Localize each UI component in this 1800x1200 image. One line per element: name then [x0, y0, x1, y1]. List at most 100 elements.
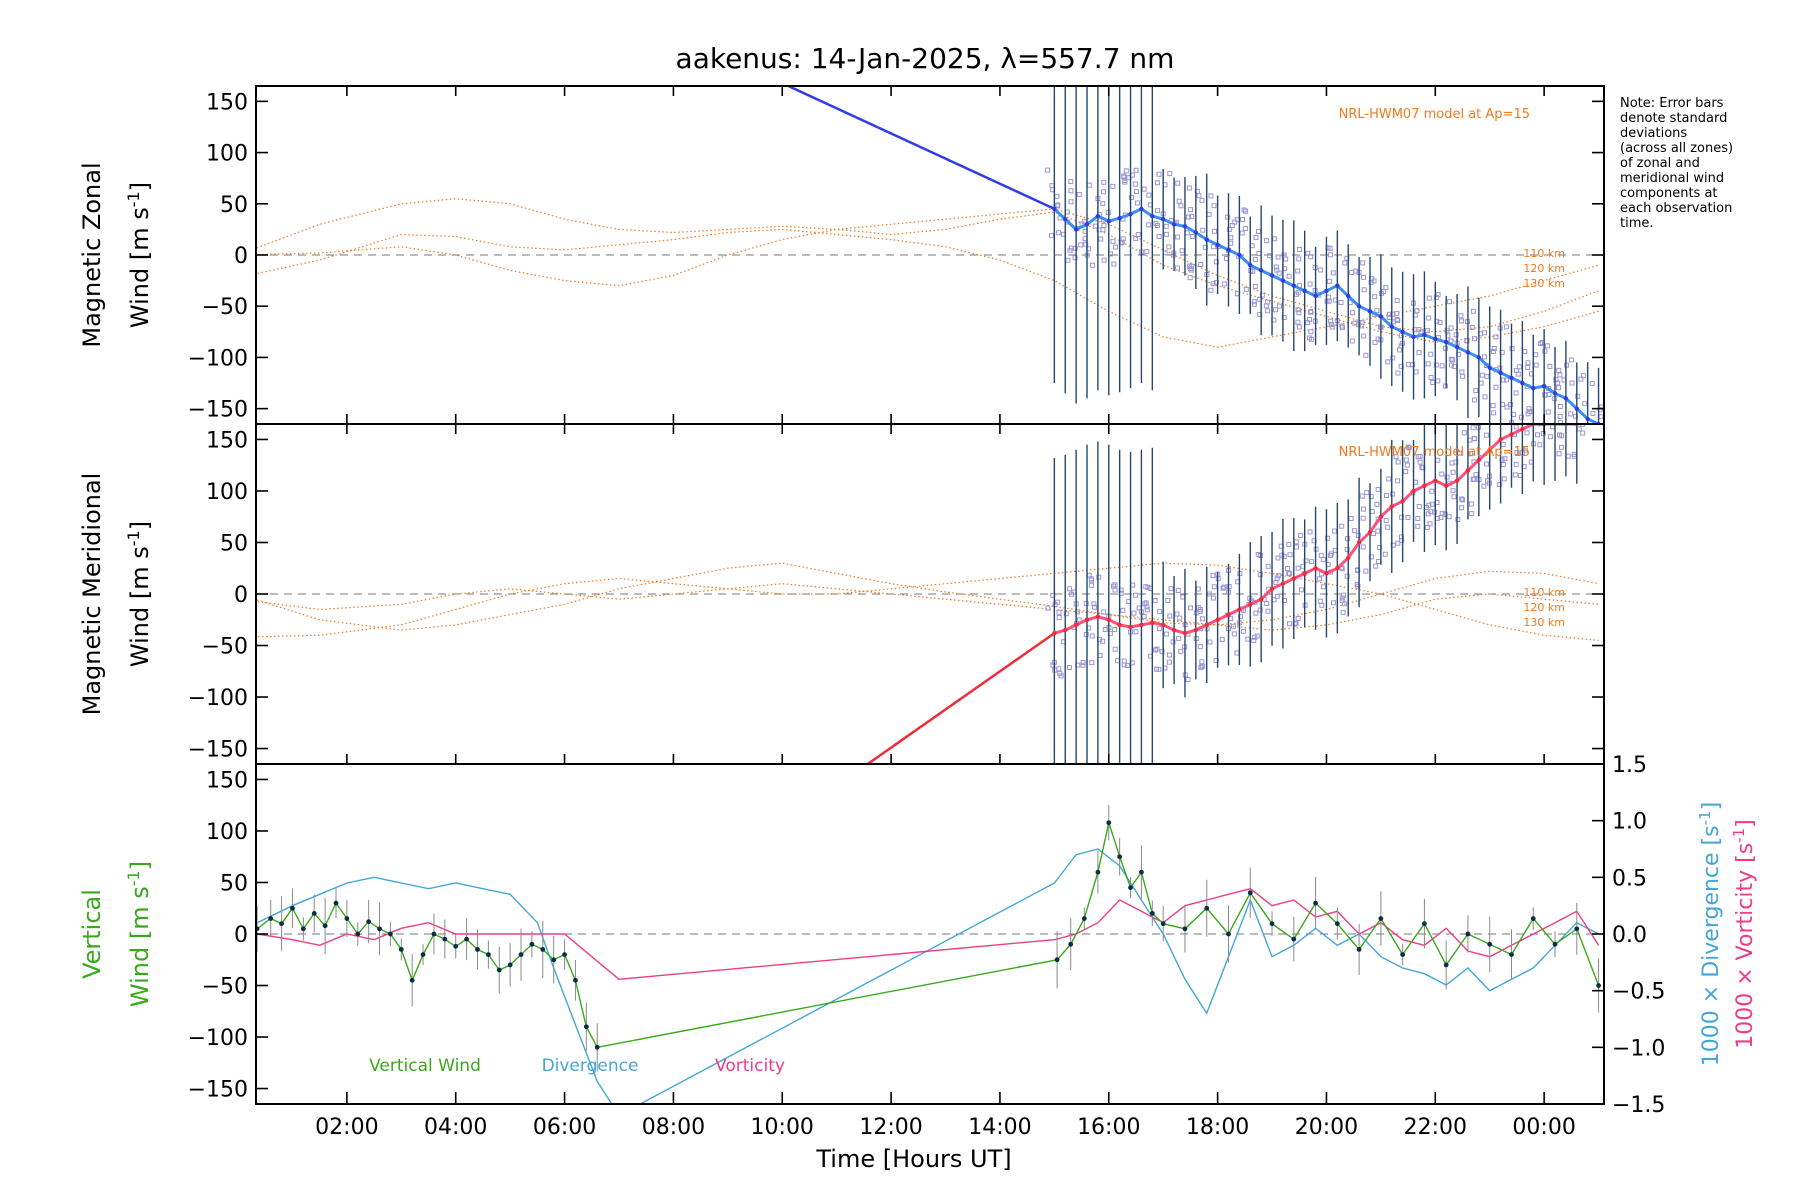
data-point — [1443, 962, 1449, 968]
data-point — [1106, 820, 1112, 826]
panel-frame — [255, 763, 1605, 1105]
zone-sample — [1179, 248, 1185, 254]
zone-sample — [1580, 373, 1586, 379]
data-point — [1068, 941, 1074, 947]
zone-sample — [1575, 393, 1581, 399]
zone-sample — [1146, 192, 1152, 198]
zone-sample — [1471, 336, 1477, 342]
zone-sample — [1556, 385, 1562, 391]
zone-sample — [1417, 453, 1423, 459]
zone-sample — [1481, 330, 1487, 336]
zone-sample — [1309, 559, 1315, 565]
y-tick-label: −100 — [188, 346, 248, 371]
zone-sample — [1296, 256, 1302, 262]
zone-sample — [1133, 167, 1139, 173]
zone-sample — [1582, 401, 1588, 407]
data-point — [1596, 983, 1601, 988]
data-point — [1487, 447, 1492, 452]
zone-sample — [1131, 610, 1137, 616]
zone-sample — [1517, 386, 1521, 390]
zone-sample — [1448, 362, 1454, 368]
zone-sample — [1344, 536, 1350, 542]
zone-sample — [1425, 511, 1431, 517]
zone-sample — [1133, 629, 1139, 635]
data-point — [1356, 304, 1362, 309]
zone-sample — [1444, 474, 1450, 480]
data-point — [1139, 869, 1144, 875]
data-point — [1476, 355, 1482, 360]
data-point — [409, 977, 415, 983]
zone-sample — [1265, 308, 1271, 314]
zone-sample — [1100, 189, 1106, 195]
zone-sample — [1286, 621, 1292, 627]
zone-sample — [1363, 352, 1369, 358]
zone-sample — [1167, 613, 1173, 619]
zone-sample — [1359, 493, 1365, 499]
zone-sample — [1459, 369, 1465, 375]
zone-sample — [1090, 262, 1096, 268]
zone-sample — [1328, 318, 1334, 324]
zone-sample — [1593, 453, 1597, 457]
data-point — [1530, 916, 1536, 921]
zone-sample — [1439, 510, 1445, 516]
zone-sample — [1132, 592, 1138, 598]
zone-sample — [1448, 356, 1454, 362]
data-point — [1182, 630, 1188, 636]
zone-sample — [1349, 310, 1355, 316]
zone-sample — [1200, 227, 1206, 233]
zone-sample — [1330, 270, 1336, 276]
zone-sample — [1308, 309, 1314, 315]
zone-sample — [1442, 345, 1448, 351]
zone-sample — [1331, 600, 1337, 606]
zone-sample — [1056, 230, 1062, 236]
zone-sample — [1065, 257, 1071, 263]
zone-sample — [1374, 308, 1380, 314]
data-point — [344, 916, 350, 921]
zone-sample — [1580, 430, 1586, 436]
data-point — [1335, 566, 1340, 571]
zone-sample — [1195, 586, 1201, 592]
zone-sample — [1083, 241, 1089, 247]
data-point — [1160, 921, 1166, 927]
zone-sample — [1516, 364, 1522, 370]
zone-sample — [1072, 255, 1078, 261]
data-point — [1465, 468, 1471, 473]
zone-sample — [1470, 308, 1476, 314]
zone-sample — [1243, 208, 1249, 214]
y-tick-label: 100 — [206, 480, 248, 505]
data-point — [420, 952, 426, 958]
zone-sample — [1428, 375, 1434, 381]
data-point — [1291, 936, 1297, 942]
zone-sample — [1068, 179, 1074, 185]
data-point — [322, 923, 328, 929]
zone-sample — [1513, 424, 1519, 430]
zone-sample — [1144, 604, 1150, 610]
data-point — [268, 916, 274, 921]
zone-sample — [1472, 436, 1478, 442]
zone-sample — [1584, 445, 1588, 449]
zone-sample — [1589, 380, 1595, 386]
right-tick-label: 1.0 — [1612, 810, 1647, 835]
data-point — [1454, 478, 1460, 483]
zone-sample — [1238, 614, 1244, 620]
zone-sample — [1383, 518, 1389, 524]
zone-sample — [1274, 593, 1280, 599]
data-point — [1215, 617, 1220, 622]
data-point — [496, 967, 502, 973]
data-point — [1389, 324, 1394, 329]
data-point — [1084, 222, 1090, 227]
data-point — [1367, 309, 1373, 314]
data-point — [1509, 375, 1514, 381]
zone-sample — [1361, 506, 1367, 512]
zone-sample — [1184, 230, 1190, 236]
data-point — [1128, 885, 1133, 891]
zone-sample — [1568, 411, 1574, 417]
zone-sample — [1121, 174, 1127, 180]
zone-sample — [1049, 183, 1055, 189]
vorticity-line — [256, 887, 1600, 981]
note-line: meridional wind — [1620, 171, 1725, 186]
zone-sample — [1144, 249, 1150, 255]
zone-sample — [1165, 597, 1171, 603]
x-tick-label: 06:00 — [533, 1115, 596, 1140]
zone-sample — [1503, 377, 1509, 383]
